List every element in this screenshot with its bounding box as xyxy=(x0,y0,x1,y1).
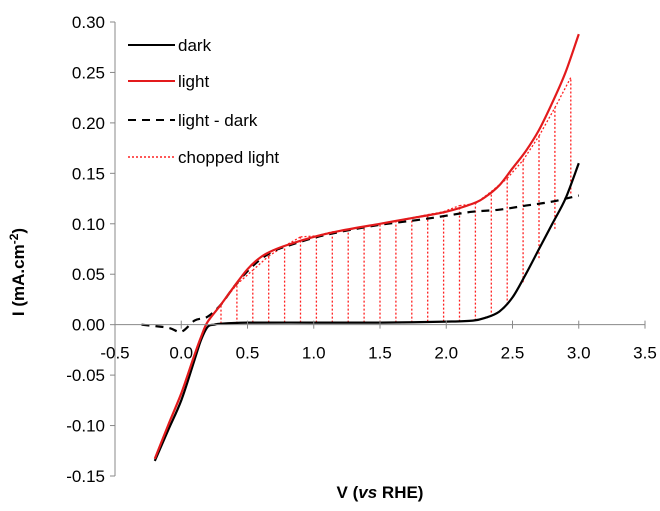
chop-top-segment xyxy=(252,255,270,271)
x-tick-label: 1.0 xyxy=(302,344,326,363)
x-tick-label: 2.0 xyxy=(434,344,458,363)
legend-label-chopped-light: chopped light xyxy=(178,148,279,167)
series-line-light xyxy=(153,33,580,460)
y-tick-label: -0.10 xyxy=(66,417,105,436)
legend: dark light light - dark chopped light xyxy=(128,36,279,167)
legend-item-dark: dark xyxy=(128,36,212,55)
x-tick-label: 2.5 xyxy=(501,344,525,363)
legend-label-light: light xyxy=(178,72,209,91)
x-tick-label: -0.5 xyxy=(100,344,129,363)
x-tick-label: 0.5 xyxy=(236,344,260,363)
x-tick-label: 1.5 xyxy=(368,344,392,363)
chop-top-segment xyxy=(538,107,556,137)
legend-label-dark: dark xyxy=(178,36,212,55)
x-tick-label: 3.0 xyxy=(567,344,591,363)
chop-top-segment xyxy=(284,236,301,247)
x-tick-label: 0.0 xyxy=(169,344,193,363)
x-axis-title: V (vs RHE) xyxy=(337,483,424,502)
legend-item-light-dark: light - dark xyxy=(128,111,258,130)
y-tick-label: -0.05 xyxy=(66,366,105,385)
series-layer xyxy=(141,33,580,462)
y-axis-title: I (mA.cm-2) xyxy=(7,228,28,316)
y-tick-label: 0.15 xyxy=(72,164,105,183)
chop-top-segment xyxy=(506,159,524,179)
tick-layer: -0.5 0.0 0.5 1.0 1.5 2.0 2.5 3.0 3.5 -0.15 -0.10 -0… xyxy=(66,13,657,486)
chop-top-segment xyxy=(554,77,572,109)
legend-item-light: light xyxy=(128,72,209,91)
legend-item-chopped-light: chopped light xyxy=(128,148,279,167)
y-tick-label: 0.05 xyxy=(72,265,105,284)
y-tick-label: 0.30 xyxy=(72,13,105,32)
y-tick-label: 0.20 xyxy=(72,114,105,133)
y-tick-label: -0.15 xyxy=(66,467,105,486)
chop-top-segment xyxy=(522,135,540,161)
chop-top-segment xyxy=(443,205,460,213)
legend-label-light-dark: light - dark xyxy=(178,111,258,130)
y-tick-label: 0.10 xyxy=(72,215,105,234)
series-line-light-dark xyxy=(141,194,580,334)
y-tick-label: 0.00 xyxy=(72,316,105,335)
chop-top-segment xyxy=(268,245,285,257)
x-tick-label: 3.5 xyxy=(633,344,657,363)
y-tick-label: 0.25 xyxy=(72,63,105,82)
chop-top-segment xyxy=(236,269,254,285)
